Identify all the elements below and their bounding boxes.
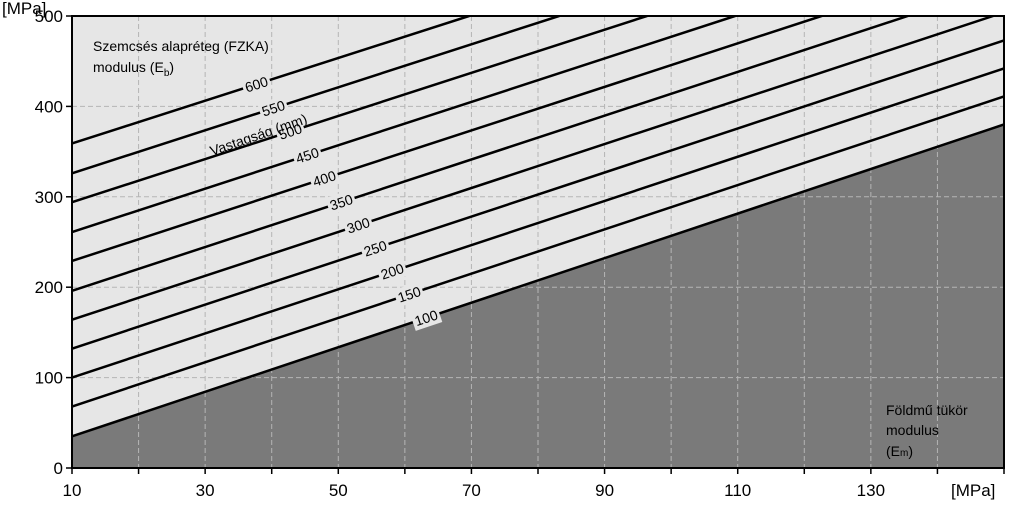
thickness-label-group: 250 xyxy=(359,235,392,262)
thickness-label-bg xyxy=(359,235,392,262)
thickness-line-400-dashed xyxy=(821,16,826,18)
thickness-line-100 xyxy=(72,123,1004,438)
thickness-line-450 xyxy=(72,16,736,234)
thickness-label-100: 100 xyxy=(413,306,440,329)
thickness-line-400 xyxy=(72,16,822,263)
thickness-line-200 xyxy=(72,67,1004,379)
thickness-label-group: 300 xyxy=(342,212,375,239)
thickness-label-group: 350 xyxy=(325,189,358,216)
thickness-label-group: 450 xyxy=(291,142,324,169)
thickness-label-550: 550 xyxy=(260,97,287,119)
thickness-label-bg xyxy=(376,258,409,285)
y-unit-label: [MPa] xyxy=(2,0,46,18)
thickness-label-bg xyxy=(308,165,341,192)
thickness-label-450: 450 xyxy=(294,144,321,167)
thickness-label-bg xyxy=(257,95,290,122)
thickness-label-200: 200 xyxy=(379,260,406,283)
thickness-line-450-dashed xyxy=(734,16,739,18)
x-tick-label: 30 xyxy=(196,481,215,500)
thickness-label-bg xyxy=(291,142,324,169)
grid xyxy=(72,16,1004,468)
thickness-line-500 xyxy=(72,16,648,204)
thickness-label-400: 400 xyxy=(311,167,338,190)
thickness-label-bg xyxy=(393,281,426,308)
thickness-lines xyxy=(72,16,1004,438)
y-tick-label: 500 xyxy=(35,7,63,26)
thickness-line-350 xyxy=(72,16,909,293)
y-tick-label: 200 xyxy=(35,278,63,297)
thickness-label-600: 600 xyxy=(243,73,270,95)
x-unit-label: [MPa] xyxy=(951,481,995,500)
thickness-line-600 xyxy=(72,16,470,145)
y-tick-label: 400 xyxy=(35,97,63,116)
thickness-label-group: 600 xyxy=(240,71,273,98)
y-tick-label: 300 xyxy=(35,188,63,207)
annotation-subgrade-modulus: (Em) xyxy=(886,443,913,459)
thickness-label-250: 250 xyxy=(362,237,389,260)
thickness-label-bg xyxy=(274,118,307,145)
y-tick-label: 100 xyxy=(35,369,63,388)
thickness-line-150 xyxy=(72,95,1004,408)
thickness-label-group: 400 xyxy=(308,165,341,192)
x-tick-label: 10 xyxy=(63,481,82,500)
x-tick-label: 70 xyxy=(462,481,481,500)
thickness-label-500: 500 xyxy=(277,120,304,142)
thickness-label-350: 350 xyxy=(328,191,355,214)
x-tick-label: 50 xyxy=(329,481,348,500)
annotation-subgrade-modulus-end: ) xyxy=(908,443,913,459)
thickness-label-bg xyxy=(240,71,273,98)
thickness-label-group: 150 xyxy=(393,281,426,308)
thickness-line-350-dashed xyxy=(907,16,912,18)
annotation-base-layer-modulus: modulus (Eb) xyxy=(93,59,174,79)
annotation-base-layer-modulus-main: modulus (E xyxy=(93,59,164,75)
y-tick-label: 0 xyxy=(54,459,63,478)
axis-ticks: 10 30 50 70 90 110 130 0 100 200 300 400 500 xyxy=(35,7,1005,500)
thickness-line-300 xyxy=(72,16,994,321)
thickness-label-150: 150 xyxy=(396,283,423,306)
thickness-label-bg xyxy=(410,304,443,331)
thickness-line-250 xyxy=(72,39,1004,350)
annotation-subgrade-line1: Földmű tükör xyxy=(886,402,968,418)
thickness-label-group: 100 xyxy=(410,304,443,331)
annotation-subgrade-modulus-sub: m xyxy=(900,448,908,459)
thickness-label-300: 300 xyxy=(345,214,372,237)
annotation-subgrade-modulus-main: (E xyxy=(886,443,900,459)
thickness-label-group: 200 xyxy=(376,258,409,285)
annotation-base-layer-title: Szemcsés alapréteg (FZKA) xyxy=(93,38,269,54)
thickness-line-550-dashed xyxy=(558,16,564,18)
x-tick-label: 130 xyxy=(857,481,885,500)
x-tick-label: 110 xyxy=(724,481,751,500)
thickness-line-550 xyxy=(72,16,560,175)
thickness-line-600-dashed xyxy=(469,16,474,18)
thickness-label-group: 500 xyxy=(274,118,307,145)
annotation-subgrade-line2: modulus xyxy=(886,422,939,438)
thickness-label-group: 550 xyxy=(257,95,290,122)
thickness-label-bg xyxy=(325,189,358,216)
annotation-base-layer-modulus-sub: b xyxy=(164,68,170,79)
x-tick-label: 90 xyxy=(595,481,614,500)
thickness-line-500-dashed xyxy=(646,16,651,18)
thickness-label-bg xyxy=(342,212,375,239)
annotation-base-layer-modulus-end: ) xyxy=(169,59,174,75)
